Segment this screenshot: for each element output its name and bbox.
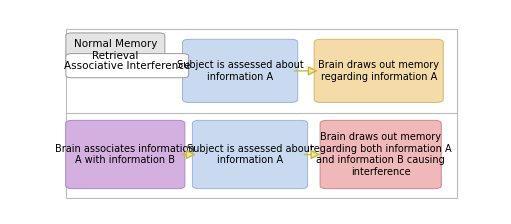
Text: Brain draws out memory
regarding both information A
and information B causing
in: Brain draws out memory regarding both in… bbox=[310, 132, 452, 177]
FancyBboxPatch shape bbox=[66, 54, 189, 78]
FancyBboxPatch shape bbox=[192, 120, 308, 189]
Text: Associative Interference: Associative Interference bbox=[64, 61, 191, 71]
FancyBboxPatch shape bbox=[65, 120, 185, 189]
FancyBboxPatch shape bbox=[66, 33, 165, 67]
FancyBboxPatch shape bbox=[314, 39, 443, 102]
Text: Subject is assessed about
information A: Subject is assessed about information A bbox=[187, 144, 313, 165]
Text: Brain draws out memory
regarding information A: Brain draws out memory regarding informa… bbox=[318, 60, 439, 82]
Text: Brain associates information
A with information B: Brain associates information A with info… bbox=[56, 144, 195, 165]
FancyBboxPatch shape bbox=[182, 39, 298, 102]
Text: Normal Memory
Retrieval: Normal Memory Retrieval bbox=[74, 39, 157, 61]
FancyBboxPatch shape bbox=[320, 120, 442, 189]
Text: Subject is assessed about
information A: Subject is assessed about information A bbox=[177, 60, 304, 82]
